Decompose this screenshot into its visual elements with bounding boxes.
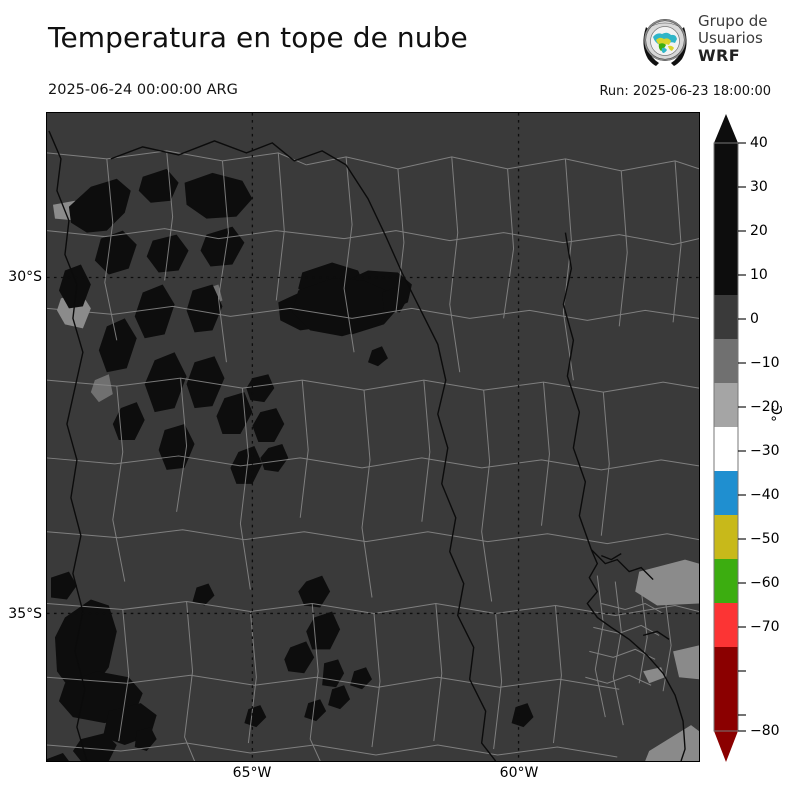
colorbar-swatches [713, 114, 746, 762]
logo-line-1: Grupo de [698, 12, 768, 30]
map-plot-area[interactable] [46, 112, 700, 762]
cbar-tick-20: 20 [750, 223, 768, 239]
cbar-tick-0: 0 [750, 311, 759, 327]
cloud-top-temperature-field [47, 113, 699, 761]
brand-logo: Grupo de Usuarios WRF [638, 12, 796, 74]
lon-tick-65w: 65°W [232, 765, 272, 781]
cbar-tick-30: 30 [750, 179, 768, 195]
lat-tick-35s: 35°S [8, 606, 42, 622]
lat-tick-30s: 30°S [8, 269, 42, 285]
cbar-tick-m50: −50 [750, 531, 780, 547]
cbar-tick-40: 40 [750, 135, 768, 151]
cbar-tick-m20: −20 [750, 399, 780, 415]
cbar-tick-10: 10 [750, 267, 768, 283]
run-timestamp: Run: 2025-06-23 18:00:00 [599, 84, 771, 99]
cbar-tick-m40: −40 [750, 487, 780, 503]
cbar-tick-m30: −30 [750, 443, 780, 459]
logo-line-2: Usuarios [698, 29, 763, 47]
logo-wordmark: Grupo de Usuarios WRF [698, 12, 768, 65]
valid-timestamp: 2025-06-24 00:00:00 ARG [48, 82, 238, 98]
lon-tick-60w: 60°W [499, 765, 539, 781]
page-title: Temperatura en tope de nube [48, 21, 468, 54]
globe-emblem-icon [643, 19, 687, 66]
cbar-tick-m70: −70 [750, 619, 780, 635]
logo-line-3: WRF [698, 46, 741, 65]
cbar-tick-m10: −10 [750, 355, 780, 371]
cbar-tick-m60: −60 [750, 575, 780, 591]
temperature-colorbar[interactable]: 40 30 20 10 0 −10 −20 −30 −40 −50 −60 −7… [706, 112, 796, 772]
colorbar-unit-label: °C [770, 405, 786, 422]
cbar-tick-m80: −80 [750, 723, 780, 739]
